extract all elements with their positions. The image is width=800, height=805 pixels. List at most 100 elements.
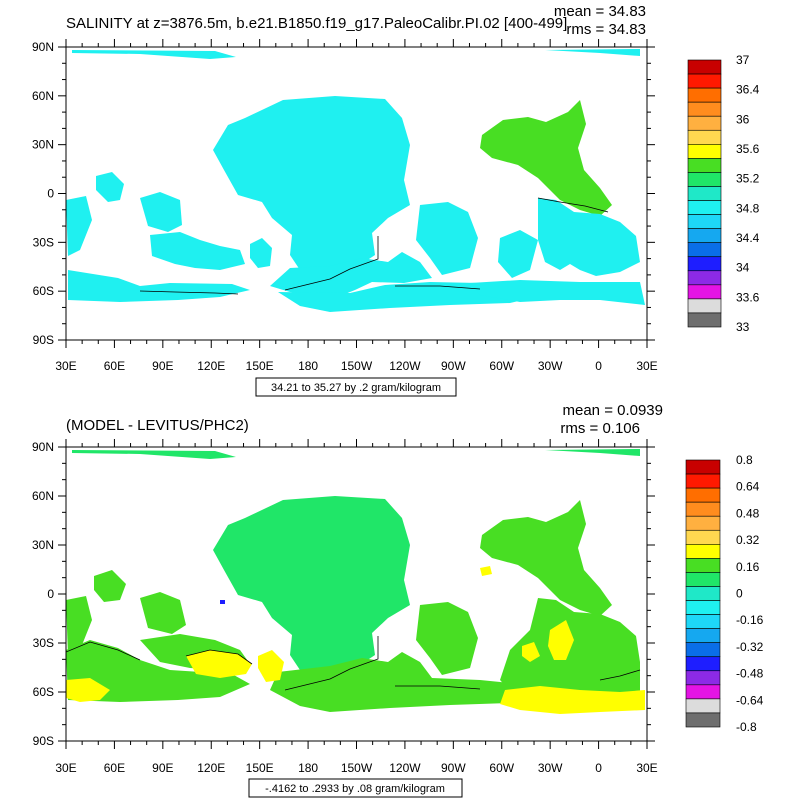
colorbar-swatch bbox=[685, 600, 721, 615]
ocean-region-southern bbox=[470, 280, 645, 305]
lat-label: 30S bbox=[33, 235, 54, 249]
colorbar-swatch bbox=[687, 186, 722, 201]
colorbar-swatch bbox=[687, 256, 722, 272]
anomaly-region-southern bbox=[270, 652, 540, 712]
lon-label: 60E bbox=[104, 359, 125, 373]
colorbar-swatch bbox=[685, 572, 721, 587]
lat-label: 30S bbox=[33, 636, 54, 650]
contour-line bbox=[284, 636, 379, 691]
colorbar-swatch bbox=[687, 87, 722, 103]
colorbar-swatch bbox=[687, 158, 722, 173]
positive-anomaly-region bbox=[186, 650, 252, 678]
lon-label: 60E bbox=[104, 761, 125, 775]
lat-label: 90N bbox=[32, 440, 54, 454]
colorbar-swatch bbox=[685, 684, 721, 700]
panel-2-lon-labels: 30E 60E 90E 120E 150E 180 150W 120W 90W 60W 30W 0 30… bbox=[55, 761, 657, 775]
colorbar-label: -0.32 bbox=[736, 640, 764, 654]
colorbar-label: -0.16 bbox=[736, 613, 764, 627]
colorbar-label: 0 bbox=[736, 587, 743, 601]
anomaly-region-pacific bbox=[213, 496, 410, 679]
colorbar-label: 37 bbox=[736, 53, 750, 67]
lon-label: 150W bbox=[341, 359, 373, 373]
positive-anomaly-region bbox=[66, 678, 110, 702]
contour-line bbox=[537, 197, 609, 213]
ocean-region-southern bbox=[278, 282, 540, 312]
panel-2-info-box bbox=[248, 778, 463, 798]
lon-label: 150E bbox=[246, 359, 274, 373]
lon-label: 120E bbox=[197, 761, 225, 775]
colorbar-swatch bbox=[685, 459, 721, 475]
colorbar-label: 0.32 bbox=[736, 533, 760, 547]
lat-label: 0 bbox=[47, 587, 54, 601]
panel-1-map bbox=[66, 49, 645, 312]
colorbar-swatch bbox=[687, 312, 722, 328]
colorbar-swatch bbox=[685, 529, 721, 545]
colorbar-swatch bbox=[687, 115, 722, 131]
panel-1-lat-labels: 90N 60N 30N 0 30S 60S 90S bbox=[32, 40, 54, 347]
colorbar-swatch bbox=[687, 270, 722, 286]
lat-label: 90S bbox=[33, 333, 54, 347]
colorbar-swatch bbox=[687, 144, 722, 159]
panel-2-info-text: -.4162 to .2933 by .08 gram/kilogram bbox=[265, 783, 445, 795]
ocean-region-arctic bbox=[545, 49, 640, 56]
lon-label: 120W bbox=[389, 359, 421, 373]
lon-label: 30E bbox=[636, 359, 657, 373]
colorbar-label: 35.6 bbox=[736, 142, 760, 156]
positive-anomaly-region bbox=[258, 650, 284, 682]
ocean-region-atlantic bbox=[480, 100, 612, 216]
ocean-region-indian bbox=[250, 238, 272, 268]
panel-1-title: SALINITY at z=3876.5m, b.e21.B1850.f19_g… bbox=[66, 15, 567, 32]
lat-label: 0 bbox=[47, 187, 54, 201]
anomaly-region-indian bbox=[66, 640, 250, 702]
lon-label: 60W bbox=[489, 761, 514, 775]
anomaly-region-indian bbox=[66, 596, 92, 656]
panel-1-colorbar: 37 36.4 36 35.6 35.2 34.8 34.4 34 33.6 33 bbox=[687, 53, 760, 334]
panel-1-info-box bbox=[255, 377, 457, 397]
lon-label: 30E bbox=[55, 761, 76, 775]
colorbar-label: 34 bbox=[736, 261, 750, 275]
contour-line bbox=[395, 685, 481, 690]
panel-1-info-text: 34.21 to 35.27 by .2 gram/kilogram bbox=[271, 382, 441, 394]
colorbar-label: 36 bbox=[736, 112, 750, 126]
colorbar-label: 0.48 bbox=[736, 506, 760, 520]
colorbar-swatch bbox=[685, 670, 721, 686]
colorbar-swatch bbox=[687, 129, 722, 145]
ocean-region-southern bbox=[270, 252, 432, 300]
colorbar-swatch bbox=[685, 586, 721, 601]
lon-label: 60W bbox=[489, 359, 514, 373]
panel-1-rms: rms = 34.83 bbox=[566, 21, 646, 38]
lon-label: 30E bbox=[636, 761, 657, 775]
negative-anomaly-spot bbox=[220, 600, 225, 604]
colorbar-swatch bbox=[687, 284, 722, 300]
anomaly-region-indian bbox=[140, 592, 186, 634]
lon-label: 0 bbox=[595, 761, 602, 775]
panel-1-mean: mean = 34.83 bbox=[554, 3, 646, 20]
colorbar-swatch bbox=[685, 642, 721, 658]
anomaly-region-indian bbox=[94, 570, 126, 602]
ocean-region-indian bbox=[140, 192, 182, 232]
lat-label: 30N bbox=[32, 138, 54, 152]
panel-2-colorbar: 0.8 0.64 0.48 0.32 0.16 0 -0.16 -0.32 -0.48 -0.64… bbox=[685, 453, 764, 734]
contour-line bbox=[139, 290, 239, 295]
colorbar-swatch bbox=[685, 515, 721, 531]
panel-2-ticks bbox=[58, 439, 655, 749]
panel-2: (MODEL - LEVITUS/PHC2) mean = 0.0939 rms… bbox=[32, 402, 764, 798]
ocean-region-atlantic bbox=[498, 230, 538, 278]
lat-label: 30N bbox=[32, 538, 54, 552]
ocean-region-indian bbox=[66, 196, 92, 256]
positive-anomaly-region bbox=[500, 686, 645, 714]
colorbar-label: 34.4 bbox=[736, 231, 760, 245]
contour-line bbox=[66, 641, 141, 661]
lon-label: 90W bbox=[441, 359, 466, 373]
colorbar-label: 33.6 bbox=[736, 290, 760, 304]
lon-label: 90W bbox=[441, 761, 466, 775]
anomaly-region bbox=[545, 449, 640, 456]
colorbar-swatch bbox=[687, 214, 722, 229]
lat-label: 60N bbox=[32, 489, 54, 503]
panel-2-mean: mean = 0.0939 bbox=[563, 402, 664, 419]
lon-label: 30E bbox=[55, 359, 76, 373]
contour-line bbox=[599, 669, 641, 681]
panel-2-lat-labels: 90N 60N 30N 0 30S 60S 90S bbox=[32, 440, 54, 748]
lon-label: 30W bbox=[538, 359, 563, 373]
